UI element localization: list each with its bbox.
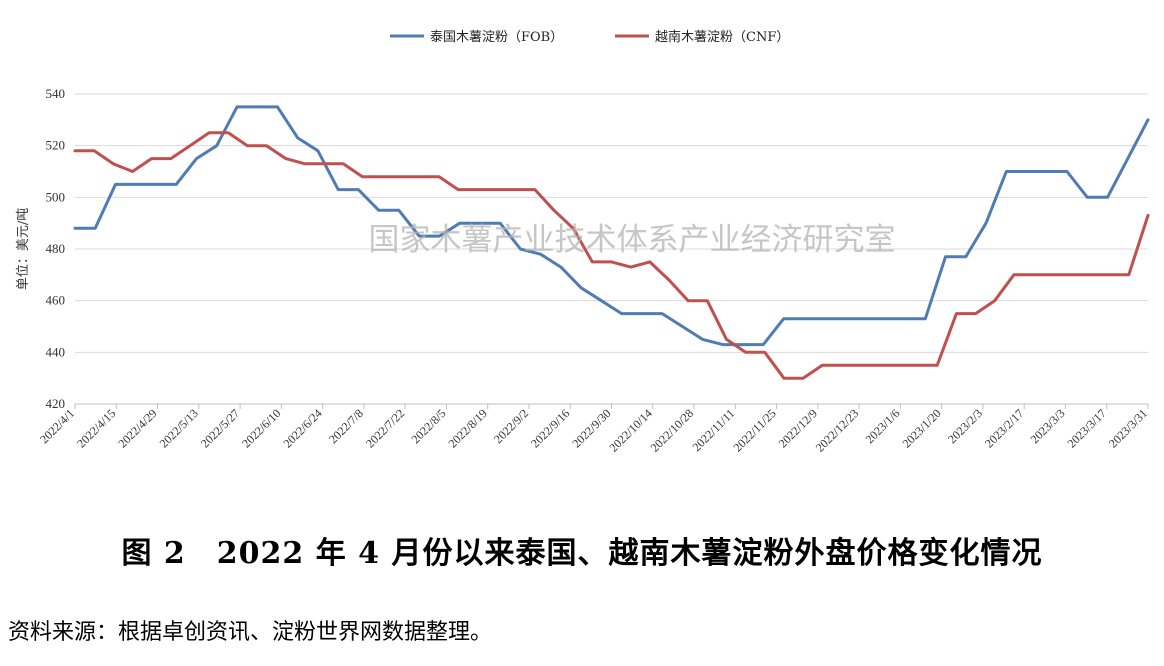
watermark: 国家木薯产业技术体系产业经济研究室 <box>369 222 896 258</box>
y-tick-label: 460 <box>46 293 66 308</box>
x-tick-label: 2023/3/17 <box>1065 406 1109 450</box>
series-line-2 <box>73 131 1150 380</box>
figure-caption: 图 2 2022 年 4 月份以来泰国、越南木薯淀粉外盘价格变化情况 <box>121 536 1043 571</box>
x-tick-label: 2023/2/3 <box>945 406 985 446</box>
chart-legend: 泰国木薯淀粉（FOB） 越南木薯淀粉（CNF） <box>390 29 789 45</box>
x-tick-label: 2023/2/17 <box>982 406 1026 450</box>
x-tick-label: 2022/6/24 <box>280 406 324 450</box>
x-tick-label: 2022/6/10 <box>239 406 283 450</box>
x-tick-label: 2022/7/8 <box>326 406 366 446</box>
x-tick-label: 2022/9/2 <box>491 406 531 446</box>
x-tick-label: 2022/5/13 <box>157 406 201 450</box>
x-tick-label: 2022/11/25 <box>730 406 778 454</box>
x-tick-label: 2022/10/28 <box>648 406 697 455</box>
y-axis-label: 单位：美元/吨 <box>16 208 31 290</box>
x-tick-label: 2022/4/15 <box>74 406 118 450</box>
x-tick-label: 2022/8/5 <box>408 406 448 446</box>
x-tick-label: 2022/5/27 <box>198 406 242 450</box>
legend-label-1: 泰国木薯淀粉（FOB） <box>430 30 563 45</box>
y-tick-label: 520 <box>46 138 66 153</box>
x-tick-label: 2022/9/16 <box>528 406 572 450</box>
price-line-chart: 泰国木薯淀粉（FOB） 越南木薯淀粉（CNF） 420 440 460 480 500 52… <box>16 29 1150 455</box>
chart-series <box>73 105 1150 380</box>
series-line-1 <box>73 105 1150 347</box>
y-axis-ticks: 420 440 460 480 500 520 540 <box>46 86 66 411</box>
y-tick-label: 500 <box>46 189 66 204</box>
y-tick-label: 440 <box>46 344 66 359</box>
data-source-note: 资料来源：根据卓创资讯、淀粉世界网数据整理。 <box>8 620 493 645</box>
x-tick-label: 2023/1/20 <box>899 406 943 450</box>
x-tick-label: 2022/11/11 <box>690 406 738 454</box>
y-tick-label: 420 <box>46 396 66 411</box>
x-tick-label: 2022/10/14 <box>606 406 655 455</box>
y-tick-label: 480 <box>46 241 66 256</box>
x-tick-label: 2022/4/29 <box>115 406 159 450</box>
x-tick-label: 2022/8/19 <box>445 406 489 450</box>
x-tick-label: 2022/4/1 <box>37 406 77 446</box>
x-tick-label: 2023/3/3 <box>1028 406 1068 446</box>
legend-label-2: 越南木薯淀粉（CNF） <box>655 29 789 45</box>
x-tick-label: 2022/7/22 <box>363 406 407 450</box>
y-tick-label: 540 <box>46 86 66 101</box>
x-tick-label: 2023/1/6 <box>862 406 902 446</box>
x-tick-label: 2022/12/23 <box>813 406 862 455</box>
x-axis: 2022/4/12022/4/152022/4/292022/5/132022/… <box>37 403 1150 455</box>
x-tick-label: 2023/3/31 <box>1106 406 1150 450</box>
